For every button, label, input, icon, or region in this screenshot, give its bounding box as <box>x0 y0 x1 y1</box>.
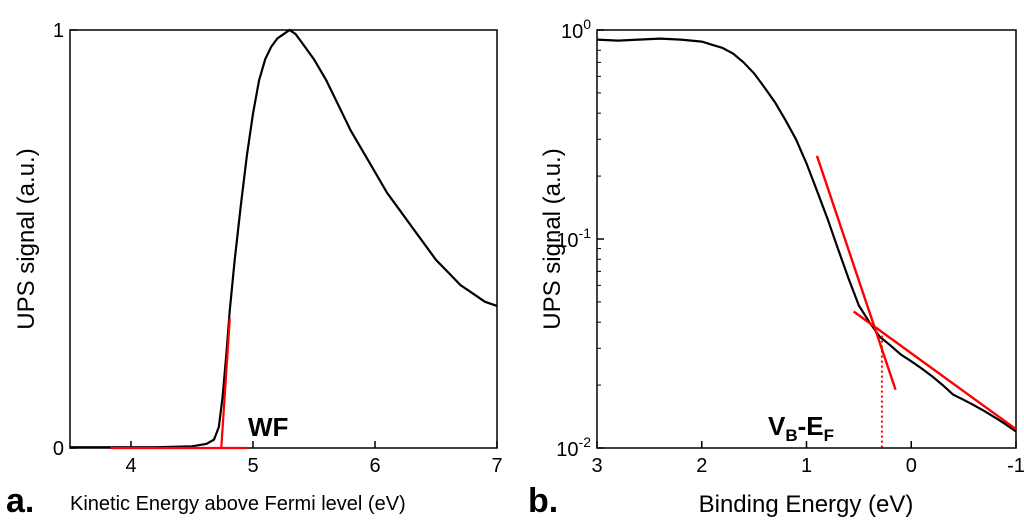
y-tick-label: 100 <box>561 16 591 43</box>
panel-a: 4 5 6 7 0 1 WF UPS signal (a.u.) a. Kinetic E… <box>6 20 503 520</box>
y-tick-label: 0 <box>53 438 64 460</box>
y-axis-label-b: UPS signal (a.u.) <box>539 148 566 329</box>
y-tick-label: 10-2 <box>556 434 591 461</box>
series-b <box>596 37 1017 433</box>
series-a <box>70 28 498 449</box>
panel-label-a: a. <box>6 482 34 520</box>
y-tick-label: 1 <box>53 20 64 42</box>
vb-ef-annotation: VB-EF <box>768 411 834 445</box>
axis-ticks-a: 4 5 6 7 0 1 <box>53 20 503 477</box>
x-tick-label: -1 <box>1007 455 1024 477</box>
fit-lines-b <box>815 155 1017 448</box>
x-tick-label: 3 <box>591 455 602 477</box>
x-tick-label: 4 <box>125 455 136 477</box>
x-tick-label: 2 <box>696 455 707 477</box>
spectrum-line-a <box>70 28 498 449</box>
fit-line-b <box>815 155 897 391</box>
x-axis-label-b: Binding Energy (eV) <box>699 491 914 518</box>
x-tick-label: 0 <box>906 455 917 477</box>
y-axis-label-a: UPS signal (a.u.) <box>13 148 40 329</box>
fit-line-b <box>852 310 1017 431</box>
y-tick-label: 10-1 <box>556 225 591 252</box>
plot-frame-b <box>596 29 1017 449</box>
fit-line-a <box>220 318 231 449</box>
x-axis-label-a: Kinetic Energy above Fermi level (eV) <box>70 493 406 515</box>
x-tick-label: 5 <box>247 455 258 477</box>
x-tick-label: 6 <box>369 455 380 477</box>
x-tick-label: 1 <box>801 455 812 477</box>
x-tick-label: 7 <box>491 455 502 477</box>
wf-annotation: WF <box>248 412 288 442</box>
fit-lines-a <box>110 318 247 450</box>
panel-label-b: b. <box>528 482 558 520</box>
plot-frame-a <box>69 29 498 449</box>
spectrum-line-b <box>596 37 1017 433</box>
